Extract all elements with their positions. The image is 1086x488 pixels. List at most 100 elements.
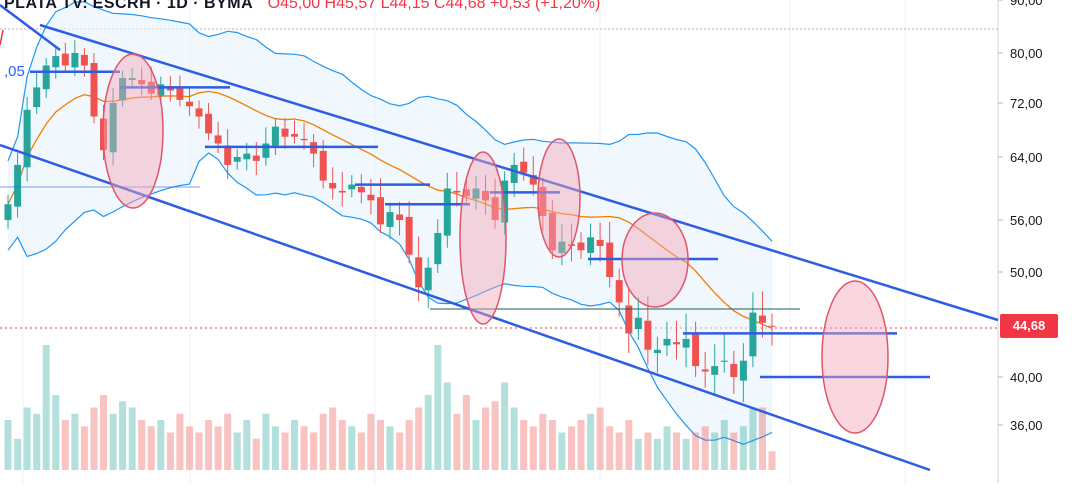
volume-bar bbox=[357, 432, 365, 470]
volume-bar bbox=[176, 413, 184, 471]
volume-bar bbox=[606, 426, 614, 471]
candle-body bbox=[424, 267, 432, 291]
volume-bar bbox=[644, 432, 652, 470]
candle-body bbox=[634, 317, 642, 330]
candle-body bbox=[367, 194, 375, 201]
candle-body bbox=[71, 53, 79, 68]
trend-channel-line bbox=[39, 23, 999, 322]
volume-bar bbox=[501, 382, 509, 470]
candle-body bbox=[453, 190, 461, 193]
candle-body bbox=[682, 338, 690, 348]
y-tick-label: 72,00 bbox=[1010, 96, 1043, 111]
symbol-label: PLATA TV: bbox=[4, 0, 89, 12]
volume-bar bbox=[128, 407, 136, 470]
volume-bar bbox=[749, 407, 757, 470]
candle-body bbox=[329, 183, 337, 189]
candle-body bbox=[109, 103, 117, 153]
candle-body bbox=[338, 190, 346, 193]
candle-body bbox=[176, 88, 184, 100]
y-tick-label: 64,00 bbox=[1010, 150, 1043, 165]
volume-bar bbox=[319, 413, 327, 471]
volume-bar bbox=[291, 420, 298, 470]
volume-bar bbox=[453, 413, 461, 471]
ma-value-label: ,05 bbox=[4, 63, 25, 80]
volume-bar bbox=[310, 432, 318, 470]
candle-body bbox=[415, 257, 423, 288]
candle-body bbox=[186, 101, 193, 107]
ohlc-readout: O45,00 H45,57 L44,15 C44,68 +0,53 (+1,20… bbox=[267, 0, 601, 12]
volume-bar bbox=[52, 395, 60, 470]
volume-bar bbox=[377, 420, 384, 470]
volume-bar bbox=[100, 395, 107, 470]
candle-body bbox=[472, 188, 480, 199]
volume-bar bbox=[405, 420, 413, 470]
candle-body bbox=[673, 342, 680, 345]
ma-basis bbox=[7, 90, 773, 329]
highlight-ellipse bbox=[621, 212, 689, 308]
volume-bar bbox=[415, 407, 423, 470]
volume-bar bbox=[147, 426, 155, 471]
volume-bar bbox=[61, 420, 69, 470]
ticker-label: ESCRH · 1D · BYMA bbox=[92, 0, 254, 12]
volume-bar bbox=[157, 420, 165, 470]
y-tick-label: 90,00 bbox=[1010, 0, 1043, 8]
volume-bar bbox=[367, 413, 375, 471]
volume-bar bbox=[596, 407, 604, 470]
volume-bar bbox=[424, 395, 432, 470]
candle-body bbox=[759, 315, 766, 323]
candle-body bbox=[119, 78, 127, 101]
candle-body bbox=[548, 212, 556, 251]
candle-body bbox=[587, 237, 595, 253]
candle-body bbox=[205, 113, 213, 134]
highlight-ellipse bbox=[102, 53, 164, 209]
candle-body bbox=[157, 84, 165, 96]
volume-bar bbox=[80, 426, 88, 471]
volume-bar bbox=[577, 420, 585, 470]
volume-bar bbox=[233, 432, 241, 470]
volume-bar bbox=[653, 438, 661, 471]
volume-bar bbox=[281, 432, 289, 470]
bb-upper bbox=[7, 1, 773, 242]
candle-body bbox=[4, 204, 12, 221]
candle-body bbox=[224, 145, 232, 165]
volume-bar bbox=[682, 438, 690, 471]
candle-body bbox=[739, 360, 747, 381]
candle-body bbox=[262, 143, 270, 158]
highlight-ellipse bbox=[537, 138, 581, 258]
candle-body bbox=[271, 126, 279, 146]
candle-body bbox=[405, 216, 413, 255]
candle-body bbox=[281, 128, 289, 137]
volume-bar bbox=[759, 407, 766, 470]
highlight-ellipses bbox=[102, 53, 889, 434]
candle-body bbox=[701, 369, 709, 372]
horizontal-levels bbox=[0, 70, 930, 379]
candle-body bbox=[577, 242, 585, 251]
y-tick-label: 56,00 bbox=[1010, 213, 1043, 228]
volume-bar bbox=[186, 426, 193, 471]
candle-body bbox=[128, 78, 136, 80]
trend-channel bbox=[0, 4, 999, 472]
candle-body bbox=[558, 241, 566, 253]
volume-bar bbox=[166, 432, 174, 470]
candle-body bbox=[243, 153, 251, 160]
candle-body bbox=[33, 87, 41, 108]
candle-body bbox=[711, 366, 719, 375]
volume-bar bbox=[214, 426, 222, 471]
volume-bar bbox=[243, 420, 251, 470]
candle-body bbox=[61, 53, 69, 66]
highlight-ellipse bbox=[821, 280, 889, 434]
volume-bar bbox=[472, 420, 480, 470]
volume-bar bbox=[329, 407, 337, 470]
volume-bar bbox=[443, 382, 451, 470]
volume-bar bbox=[625, 420, 633, 470]
candle-body bbox=[377, 197, 384, 225]
candle-body bbox=[42, 65, 50, 90]
volume-bar bbox=[529, 426, 537, 471]
candle-body bbox=[14, 164, 22, 207]
volume-bar bbox=[491, 401, 499, 471]
candle-body bbox=[138, 79, 146, 85]
volume-bar bbox=[663, 426, 671, 471]
price-axis: 90,00 80,00 72,00 64,00 56,00 50,00 40,00 36,00 bbox=[998, 0, 1043, 433]
